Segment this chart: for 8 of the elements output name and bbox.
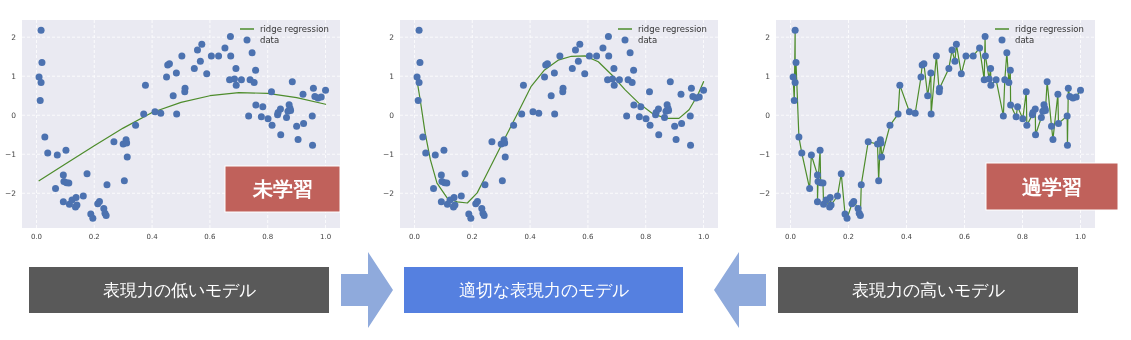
legend-label: data xyxy=(1015,35,1035,45)
legend-label: ridge regression xyxy=(1015,24,1084,34)
legend-label: ridge regression xyxy=(260,24,329,34)
legend-label: data xyxy=(638,35,658,45)
annotation: 過学習 xyxy=(1021,174,1082,199)
legend-label: data xyxy=(260,35,280,45)
legend-label: ridge regression xyxy=(638,24,707,34)
annotation: 未学習 xyxy=(251,177,313,201)
